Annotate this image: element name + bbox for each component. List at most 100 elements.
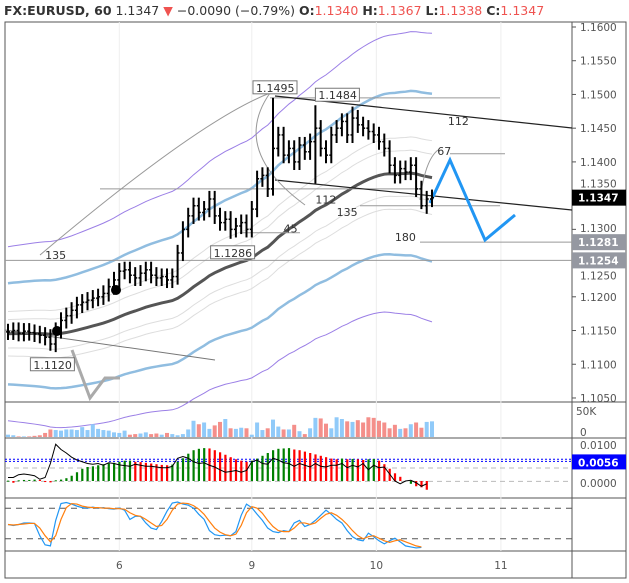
down-triangle-icon: ▼ [163,3,173,18]
macd-histogram-bar [383,464,386,481]
volume-bar [32,435,37,437]
volume-bar [366,417,371,437]
volume-bar [196,424,201,437]
price-tag-label: 1.1281 [578,237,619,249]
price-label-box[interactable] [252,80,298,95]
volume-bar [371,417,376,437]
ohlc-bar [403,160,408,181]
ohlc-bar [64,307,69,329]
ohlc-bar [180,221,185,262]
macd-histogram-bar [38,479,41,481]
volume-bar [361,422,366,437]
volume-bar [313,417,318,437]
ohlc-bar [361,116,366,137]
open-label: O: [298,3,315,18]
fib-arc [39,92,271,256]
volume-bar [329,428,334,437]
volume-bar [233,428,238,437]
price-label-box[interactable] [210,245,256,260]
projection-zigzag [428,156,516,243]
ohlc-bar [43,327,48,346]
volume-bar [212,425,217,437]
macd-histogram-bar [277,448,280,481]
marker-dot[interactable] [111,285,121,295]
ohlc-bar [271,97,275,196]
fib-annotation: 180 [395,231,416,244]
macd-histogram-bar [22,479,26,481]
ohlc-bar [106,278,111,302]
volume-bar [85,430,90,437]
channel-lower-line[interactable] [274,179,573,211]
volume-bar [27,436,32,437]
volume-bar [149,434,154,437]
fib-annotation: 67 [437,145,451,158]
macd-histogram-bar [176,461,179,481]
macd-histogram-bar [319,455,322,481]
ohlc-bar [186,207,191,238]
price-tag-label: 1.1254 [578,255,619,267]
macd-histogram-bar [166,465,169,481]
close-value: 1.1347 [500,3,545,18]
price-tag [572,189,626,206]
ohlc-bar [239,214,244,235]
volume-bar [207,428,212,437]
macd-histogram-bar [325,457,328,481]
symbol-title[interactable]: FX:EURUSD, 60 [4,3,112,18]
macd-histogram-bar [134,461,137,481]
volume-bar [419,427,424,437]
volume-bar [180,434,185,437]
macd-histogram-bar [91,466,94,481]
ohlc-bar [27,323,32,341]
ohlc-bar [233,217,238,238]
macd-histogram-bar [197,448,200,481]
volume-bar [69,429,74,437]
ohlc-bar [6,323,10,340]
macd-histogram-bar [75,472,79,481]
price-annotation: 1.1286 [214,247,253,260]
price-axis-label: 1.1050 [580,393,617,405]
ohlc-bar [387,140,392,174]
volume-bar [297,431,302,437]
price-label-box[interactable] [314,87,360,102]
macd-value-label: 0.0056 [578,457,619,469]
ohlc-bar [318,120,323,157]
volume-bar [43,432,48,437]
macd-histogram-bar [362,460,365,481]
volume-bar [265,428,270,437]
stoch-d-line [7,502,422,548]
volume-bar [276,426,281,437]
ohlc-bar [170,268,175,289]
ohlc-bar [32,324,37,342]
ohlc-bar [154,267,159,287]
macd-histogram-bar [393,473,397,481]
volume-bar [249,434,254,437]
volume-axis-label: 50K [576,406,597,418]
price-axis-label: 1.1300 [580,223,617,235]
macd-histogram-bar [33,479,36,481]
macd-histogram-bar [282,448,285,481]
ohlc-bar [339,113,344,137]
ohlc-bar [207,190,212,218]
volume-bar [292,424,297,437]
volume-bar [154,433,159,437]
volume-bar [286,429,291,437]
macd-histogram-bar [245,461,248,481]
symbol-header: FX:EURUSD, 60 1.1347 ▼ −0.0090 (−0.79%) … [4,3,544,18]
volume-bar [133,434,138,437]
time-axis-label: 11 [494,560,507,572]
volume-bar [377,420,381,437]
volume-bar [191,420,196,437]
marker-dot[interactable] [52,326,62,336]
volume-bar [260,430,265,437]
ohlc-bar [74,296,79,319]
volume-bar [122,430,127,437]
ohlc-bar [37,325,42,344]
macd-histogram-bar [171,464,174,481]
macd-histogram-bar [219,452,222,481]
volume-bar [106,430,111,437]
fib-arc [255,92,306,206]
price-label-box[interactable] [29,357,75,372]
volume-bar [175,435,180,437]
price-tag-label: 1.1347 [578,193,619,205]
